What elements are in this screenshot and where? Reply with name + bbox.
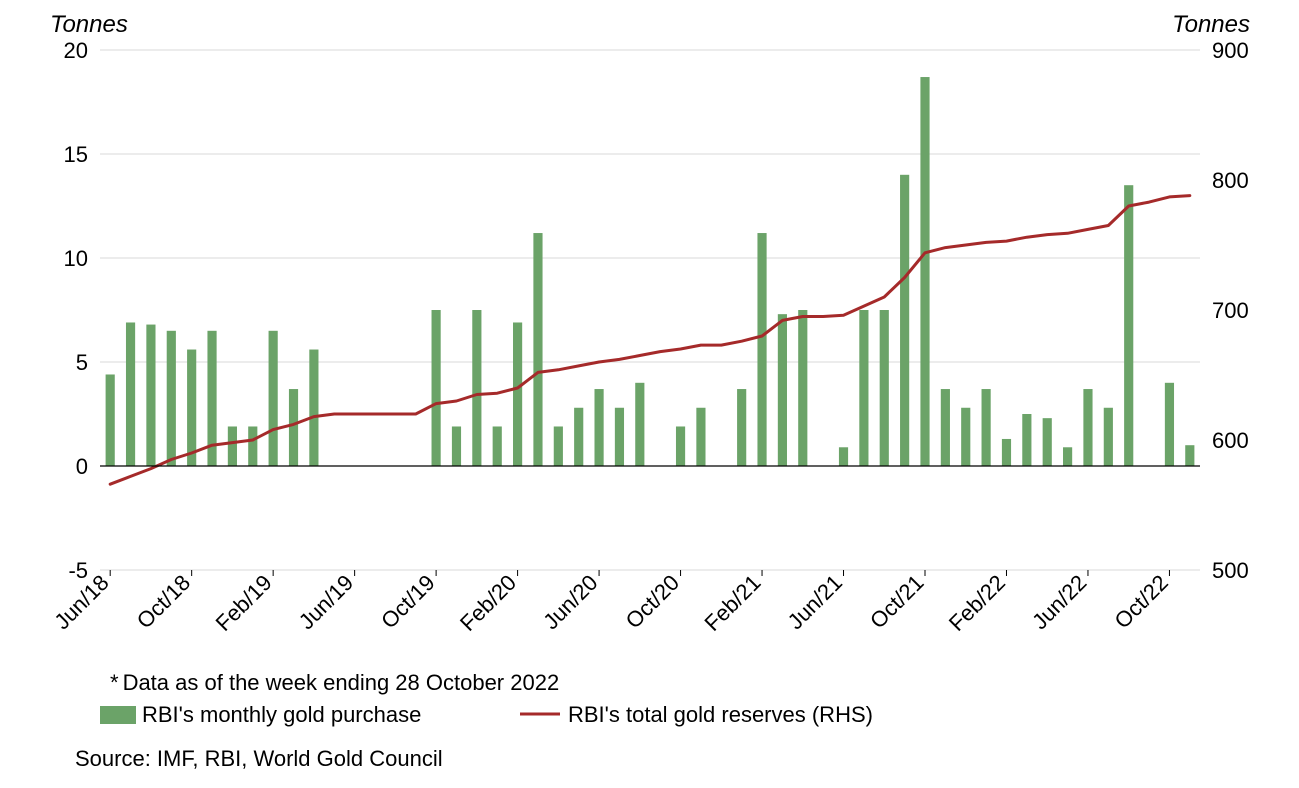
bar — [615, 408, 624, 466]
bar — [309, 350, 318, 466]
bar — [737, 389, 746, 466]
y-right-tick-label: 900 — [1212, 38, 1249, 63]
bar — [839, 447, 848, 466]
bar — [1063, 447, 1072, 466]
bar — [1002, 439, 1011, 466]
bar — [472, 310, 481, 466]
bar — [696, 408, 705, 466]
chart-svg: -505101520500600700800900TonnesTonnesJun… — [0, 0, 1299, 788]
bar — [228, 426, 237, 466]
bar — [1083, 389, 1092, 466]
y-left-tick-label: -5 — [68, 558, 88, 583]
bar — [248, 426, 257, 466]
bar — [554, 426, 563, 466]
bar — [167, 331, 176, 466]
bar — [452, 426, 461, 466]
bar — [859, 310, 868, 466]
y-right-tick-label: 800 — [1212, 168, 1249, 193]
bar — [1124, 185, 1133, 466]
bar — [513, 322, 522, 466]
bar — [961, 408, 970, 466]
bar — [635, 383, 644, 466]
y-left-tick-label: 10 — [64, 246, 88, 271]
legend-bar-label: RBI's monthly gold purchase — [142, 702, 421, 727]
bar — [778, 314, 787, 466]
bar — [900, 175, 909, 466]
y-right-tick-label: 600 — [1212, 428, 1249, 453]
y-right-axis-title: Tonnes — [1172, 11, 1250, 38]
bar — [533, 233, 542, 466]
bar — [269, 331, 278, 466]
bar — [798, 310, 807, 466]
bar — [126, 322, 135, 466]
y-right-tick-label: 500 — [1212, 558, 1249, 583]
bar — [1043, 418, 1052, 466]
bar — [106, 374, 115, 466]
bar — [493, 426, 502, 466]
bar — [594, 389, 603, 466]
y-left-axis-title: Tonnes — [50, 11, 128, 38]
bar — [1104, 408, 1113, 466]
bar — [676, 426, 685, 466]
y-left-tick-label: 0 — [76, 454, 88, 479]
bar — [146, 325, 155, 466]
y-right-tick-label: 700 — [1212, 298, 1249, 323]
y-left-tick-label: 15 — [64, 142, 88, 167]
bar — [1185, 445, 1194, 466]
bar — [757, 233, 766, 466]
y-left-tick-label: 5 — [76, 350, 88, 375]
legend-bar-swatch — [100, 706, 136, 724]
bar — [187, 350, 196, 466]
footnote: *Data as of the week ending 28 October 2… — [110, 670, 559, 695]
bar — [941, 389, 950, 466]
source-line: Source: IMF, RBI, World Gold Council — [75, 746, 443, 771]
bar — [289, 389, 298, 466]
bar — [432, 310, 441, 466]
legend-line-label: RBI's total gold reserves (RHS) — [568, 702, 873, 727]
y-left-tick-label: 20 — [64, 38, 88, 63]
bar — [1022, 414, 1031, 466]
bar — [920, 77, 929, 466]
bar — [880, 310, 889, 466]
bar — [574, 408, 583, 466]
bar — [1165, 383, 1174, 466]
gold-reserves-chart: -505101520500600700800900TonnesTonnesJun… — [0, 0, 1299, 788]
bar — [982, 389, 991, 466]
